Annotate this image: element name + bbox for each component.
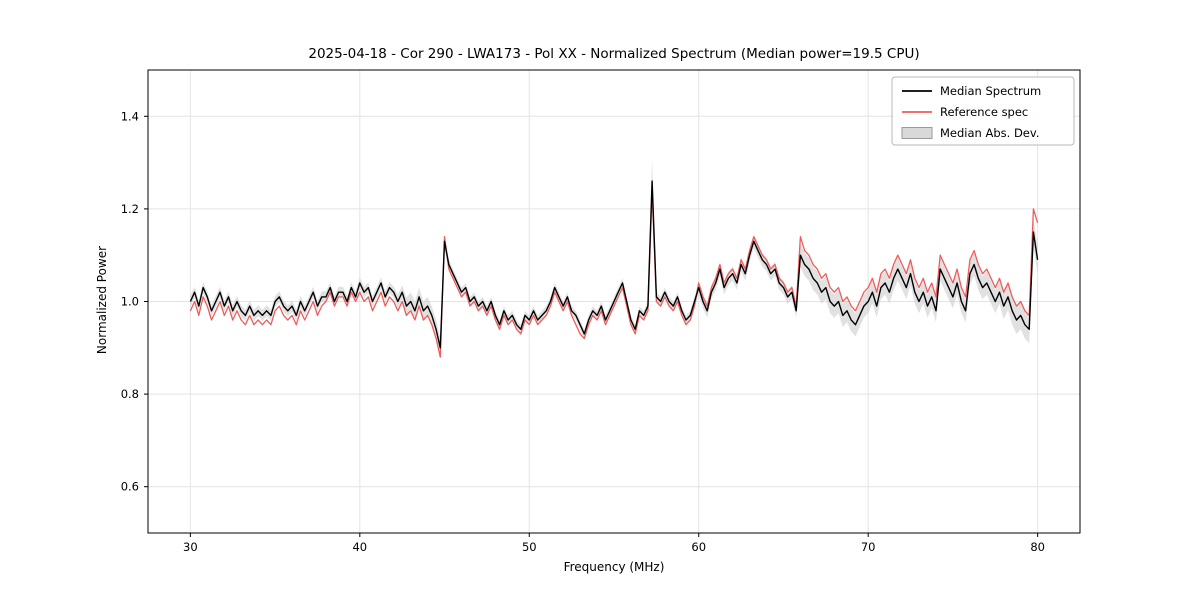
legend-median-label: Median Spectrum [940, 84, 1041, 98]
legend-band-sample [901, 127, 933, 139]
legend-band-label: Median Abs. Dev. [940, 126, 1039, 140]
legend-reference-label: Reference spec [940, 105, 1028, 119]
y-tick-label: 1.0 [121, 295, 139, 309]
median-line [189, 180, 1039, 349]
y-tick-label: 0.6 [121, 480, 139, 494]
legend-box [891, 76, 1075, 146]
x-tick-label: 40 [352, 540, 367, 554]
x-tick-label: 50 [522, 540, 537, 554]
chart-title: 2025-04-18 - Cor 290 - LWA173 - Pol XX -… [308, 46, 920, 62]
reference-line [189, 189, 1039, 358]
x-tick-label: 30 [183, 540, 198, 554]
x-tick-label: 70 [861, 540, 876, 554]
x-tick-label: 80 [1030, 540, 1045, 554]
mad-band [190, 158, 1038, 358]
y-tick-label: 0.8 [121, 387, 139, 401]
x-tick-label: 60 [691, 540, 706, 554]
x-axis-label: Frequency (MHz) [563, 560, 665, 574]
y-tick-label: 1.2 [121, 202, 139, 216]
y-tick-label: 1.4 [121, 109, 139, 123]
